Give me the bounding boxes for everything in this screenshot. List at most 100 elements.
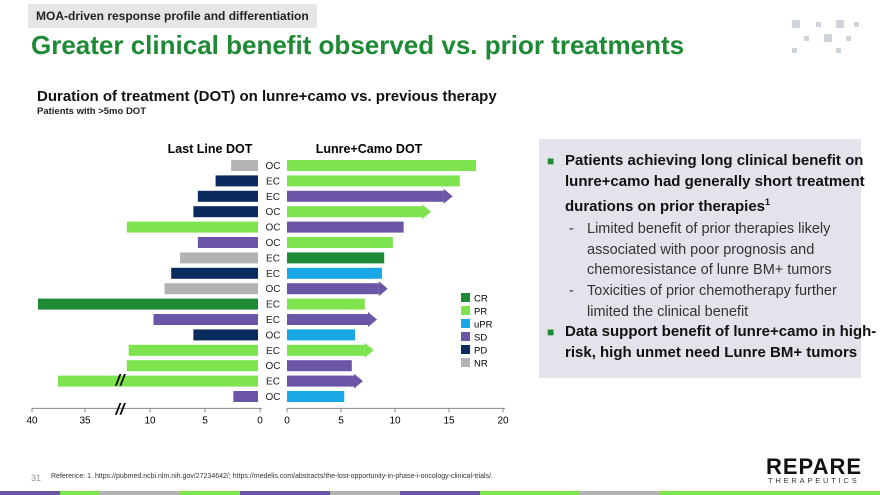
tumor-type-label: OC bbox=[266, 392, 281, 403]
lunre-camo-bar bbox=[287, 252, 385, 264]
last-line-bar bbox=[231, 160, 258, 171]
footer-stripe bbox=[0, 491, 880, 495]
left-tick-label: 10 bbox=[144, 415, 156, 426]
right-tick-label: 5 bbox=[338, 415, 344, 426]
last-line-bar bbox=[197, 237, 258, 248]
bullet-line-text: risk, high unmet need Lunre BM+ tumors bbox=[565, 343, 858, 361]
left-chart-title: Last Line DOT bbox=[168, 142, 253, 156]
dot-chart: OC EC EC OC OC OC EC EC OC EC EC OC EC OC EC OC Last Li… bbox=[26, 142, 509, 426]
right-tick-label: 10 bbox=[389, 415, 401, 426]
bullet-dash-icon: - bbox=[569, 283, 574, 299]
lunre-camo-bar bbox=[287, 344, 365, 356]
bullet-line-text: limited the clinical benefit bbox=[587, 303, 749, 320]
bullet-line: durations on prior therapies1 bbox=[565, 192, 865, 218]
chart-subtitle: Patients with >5mo DOT bbox=[37, 106, 147, 117]
lunre-camo-bar bbox=[287, 190, 444, 202]
tumor-type-label: EC bbox=[266, 377, 280, 388]
ongoing-arrow bbox=[378, 281, 388, 297]
ongoing-arrow bbox=[353, 373, 363, 389]
page-number: 31 bbox=[31, 473, 42, 483]
last-line-bar bbox=[153, 314, 258, 325]
bullet-line: lunre+camo had generally short treatment bbox=[565, 172, 865, 193]
last-line-bar bbox=[164, 283, 258, 295]
left-tick-label: 5 bbox=[202, 415, 208, 426]
legend-swatch bbox=[461, 332, 470, 341]
tumor-type-label: OC bbox=[266, 361, 281, 372]
bullet-line-text: associated with poor prognosis and bbox=[587, 241, 815, 258]
legend-swatch bbox=[461, 293, 470, 302]
sub-bullet: - Toxicities of prior chemotherapy furthe… bbox=[569, 281, 837, 322]
lunre-camo-bar bbox=[287, 267, 383, 279]
ongoing-arrow bbox=[368, 312, 377, 327]
last-line-bar bbox=[180, 252, 258, 264]
bullet-line-text: Patients achieving long clinical benefit… bbox=[565, 152, 864, 169]
company-logo: REPARE bbox=[766, 454, 862, 480]
sub-bullet: - Limited benefit of prior therapies like… bbox=[569, 219, 832, 281]
last-line-bar bbox=[233, 391, 258, 402]
lunre-camo-bar bbox=[287, 329, 356, 341]
bullet-line: associated with poor prognosis and bbox=[587, 240, 832, 261]
last-line-bar bbox=[126, 360, 258, 372]
lunre-camo-bar bbox=[287, 360, 352, 372]
last-line-bar bbox=[215, 175, 258, 187]
tumor-type-label: EC bbox=[266, 269, 280, 280]
bullet-line: chemoresistance of lunre BM+ tumors bbox=[587, 260, 832, 281]
left-tick-label: 35 bbox=[79, 415, 91, 426]
bullet-line-text: lunre+camo had generally short treatment bbox=[565, 172, 865, 190]
legend-label: uPR bbox=[474, 320, 493, 331]
bullet-square-icon: ■ bbox=[547, 154, 555, 168]
right-chart-title: Lunre+Camo DOT bbox=[316, 142, 423, 156]
left-tick-label: 0 bbox=[257, 415, 263, 426]
legend-label: NR bbox=[474, 359, 488, 370]
tumor-type-label: EC bbox=[266, 253, 280, 264]
legend-swatch bbox=[461, 319, 470, 328]
tumor-type-label: EC bbox=[266, 346, 280, 357]
main-bullet: ■ Patients achieving long clinical benefi… bbox=[547, 151, 865, 218]
bullet-square-icon: ■ bbox=[547, 325, 555, 339]
lunre-camo-bar bbox=[287, 314, 368, 325]
right-tick-label: 15 bbox=[443, 415, 455, 426]
lunre-camo-bar bbox=[287, 160, 476, 171]
section-tag: MOA-driven response profile and differen… bbox=[28, 4, 317, 28]
bullet-line-text: Toxicities of prior chemotherapy further bbox=[587, 283, 837, 299]
bullet-line-text: durations on prior therapies bbox=[565, 198, 766, 215]
ongoing-arrow bbox=[422, 204, 431, 220]
reference-text: Reference: 1. https://pubmed.ncbi.nlm.ni… bbox=[51, 473, 493, 480]
ongoing-arrow bbox=[364, 342, 374, 358]
legend-swatch bbox=[461, 306, 470, 315]
tumor-type-label: OC bbox=[266, 330, 281, 341]
lunre-camo-bar bbox=[287, 206, 422, 218]
last-line-bar bbox=[197, 190, 258, 202]
bullet-line: risk, high unmet need Lunre BM+ tumors bbox=[565, 343, 876, 364]
lunre-camo-bar bbox=[287, 237, 393, 248]
legend-swatch bbox=[461, 345, 470, 354]
summary-panel: ■ Patients achieving long clinical benefi… bbox=[539, 139, 876, 378]
last-line-bar bbox=[193, 206, 258, 218]
last-line-bar bbox=[58, 375, 258, 387]
last-line-bar bbox=[193, 329, 258, 341]
last-line-bar bbox=[128, 344, 258, 356]
lunre-camo-bar bbox=[287, 221, 404, 233]
axis-break-mark: // bbox=[115, 401, 126, 418]
right-tick-label: 0 bbox=[284, 415, 290, 426]
tumor-type-label: OC bbox=[266, 161, 281, 172]
main-bullet: ■ Data support benefit of lunre+camo in h… bbox=[547, 322, 876, 364]
tumor-type-label: OC bbox=[266, 284, 281, 295]
lunre-camo-bar bbox=[287, 298, 365, 310]
bar-break-mark: // bbox=[115, 373, 126, 390]
legend-label: SD bbox=[474, 333, 487, 344]
legend-label: CR bbox=[474, 294, 488, 305]
legend-swatch bbox=[461, 358, 470, 367]
lunre-camo-bar bbox=[287, 391, 345, 402]
logo-text: REPARE bbox=[766, 454, 863, 479]
last-line-bar bbox=[38, 298, 258, 310]
bullet-line: Data support benefit of lunre+camo in hi… bbox=[565, 322, 876, 343]
bullet-dash-icon: - bbox=[569, 221, 574, 237]
tumor-type-label: EC bbox=[266, 192, 280, 203]
bullet-line-text: Limited benefit of prior therapies likel… bbox=[587, 221, 831, 237]
logo-subtitle: THERAPEUTICS bbox=[768, 476, 860, 485]
bullet-line: Toxicities of prior chemotherapy further bbox=[587, 281, 837, 302]
bullet-line: Limited benefit of prior therapies likel… bbox=[587, 219, 832, 240]
chart-title: Duration of treatment (DOT) on lunre+cam… bbox=[37, 88, 497, 105]
tumor-type-label: OC bbox=[266, 207, 281, 218]
